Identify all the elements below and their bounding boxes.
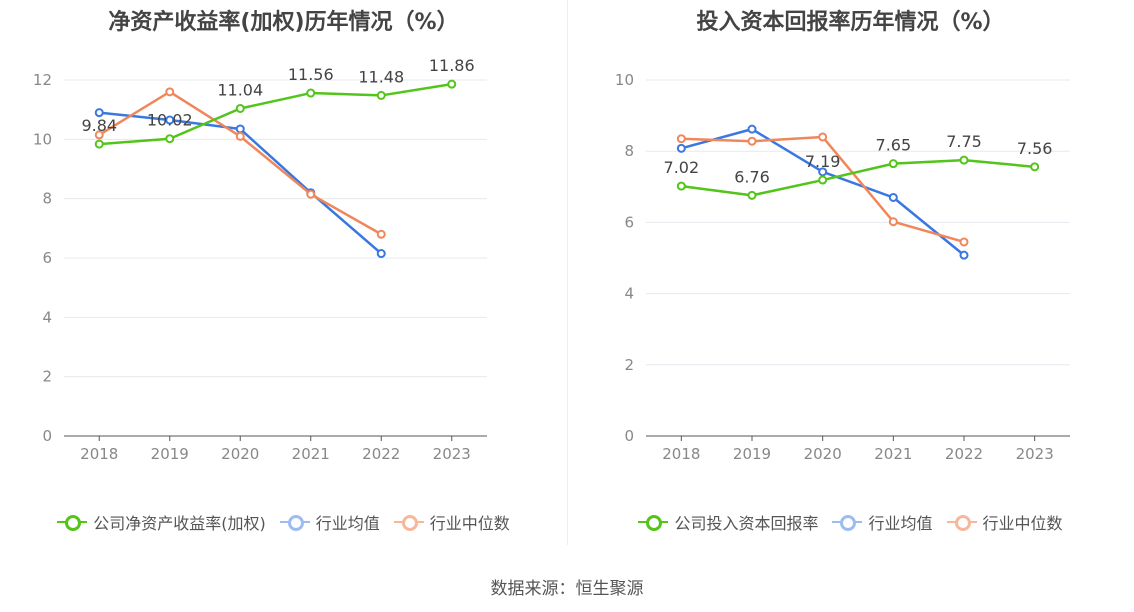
data-point (818, 167, 828, 177)
legend-swatch-icon (638, 514, 669, 531)
data-point (676, 181, 686, 191)
data-point (376, 90, 386, 100)
series-line (99, 82, 452, 146)
data-point (888, 217, 898, 227)
data-source-note: 数据来源：恒生聚源 (490, 579, 644, 599)
data-point (818, 132, 828, 142)
y-tick-label: 12 (33, 71, 52, 89)
roe-chart-panel: 净资产收益率(加权)历年情况（%） 0 2 4 6 8 10 12 2018 2019 2020 2… (0, 0, 567, 560)
legend-swatch-icon (393, 514, 424, 531)
data-point (959, 250, 969, 260)
x-tick-label: 2018 (662, 445, 700, 463)
data-label: 7.75 (946, 132, 982, 151)
legend-item-industry-mean[interactable]: 行业均值 (279, 510, 380, 534)
y-tick-label: 10 (615, 71, 634, 89)
y-tick-label: 8 (42, 190, 52, 208)
x-tick-label: 2020 (804, 445, 842, 463)
data-label: 7.56 (1017, 139, 1053, 158)
data-label: 10.02 (147, 111, 193, 130)
x-tick-label: 2019 (151, 445, 189, 463)
legend-item-industry-median[interactable]: 行业中位数 (946, 510, 1063, 534)
data-point (959, 237, 969, 247)
x-tick-label: 2020 (221, 445, 259, 463)
data-point (165, 115, 175, 125)
legend-label: 行业中位数 (982, 514, 1063, 533)
panel-divider (567, 0, 568, 545)
x-tick-label: 2023 (433, 445, 471, 463)
chart-title: 投入资本回报率历年情况（%） (696, 10, 1005, 35)
legend-label: 公司投入资本回报率 (674, 514, 819, 533)
data-label: 11.86 (429, 56, 475, 75)
data-point (94, 130, 104, 140)
data-point (747, 136, 757, 146)
data-point (235, 103, 245, 113)
legend-label: 公司净资产收益率(加权) (93, 514, 266, 533)
data-point (94, 108, 104, 118)
data-point (94, 139, 104, 149)
roic-chart-svg: 0 2 4 6 8 10 2018 2019 2020 2021 2022 2023 7.02 6.76 7… (615, 71, 1070, 463)
y-tick-label: 4 (624, 285, 634, 303)
x-tick-label: 2022 (945, 445, 983, 463)
data-label: 11.04 (217, 80, 263, 99)
series-line (98, 90, 382, 236)
legend-swatch-icon (832, 514, 863, 531)
data-point (306, 88, 316, 98)
data-point (165, 87, 175, 97)
x-tick-label: 2022 (362, 445, 400, 463)
legend-item-industry-mean[interactable]: 行业均值 (832, 510, 933, 534)
y-tick-label: 4 (42, 308, 52, 326)
data-point (959, 155, 969, 165)
x-tick-label: 2019 (733, 445, 771, 463)
legend-item-company[interactable]: 公司投入资本回报率 (638, 510, 818, 534)
data-point (676, 143, 686, 153)
data-point (306, 189, 316, 199)
data-point (376, 229, 386, 239)
x-tick-label: 2023 (1016, 445, 1054, 463)
data-label: 9.84 (81, 116, 117, 135)
data-point (818, 175, 828, 185)
legend-label: 行业中位数 (429, 514, 510, 533)
data-point (1030, 162, 1040, 172)
y-tick-label: 8 (624, 142, 634, 160)
x-tick-label: 2021 (292, 445, 330, 463)
data-point (888, 192, 898, 202)
data-label: 7.65 (876, 136, 912, 155)
chart-legend: 公司投入资本回报率 行业均值 行业中位数 (567, 510, 1134, 534)
legend-swatch-icon (279, 514, 310, 531)
y-tick-label: 6 (624, 213, 634, 231)
data-point (235, 131, 245, 141)
x-tick-label: 2021 (874, 445, 912, 463)
data-point (447, 79, 457, 89)
data-point (888, 159, 898, 169)
data-point (676, 134, 686, 144)
data-label: 11.48 (358, 67, 404, 86)
data-point (235, 124, 245, 134)
data-label: 11.56 (288, 65, 334, 84)
y-tick-label: 2 (624, 356, 634, 374)
chart-title: 净资产收益率(加权)历年情况（%） (108, 10, 459, 35)
legend-label: 行业均值 (315, 514, 380, 533)
data-label: 6.76 (734, 167, 770, 186)
series-line (681, 158, 1035, 197)
roe-chart-svg: 0 2 4 6 8 10 12 2018 2019 2020 2021 2022 2023 9.84 10.… (33, 56, 487, 463)
legend-item-company[interactable]: 公司净资产收益率(加权) (57, 510, 266, 534)
data-label: 7.19 (805, 152, 841, 171)
y-tick-label: 0 (42, 427, 52, 445)
legend-item-industry-median[interactable]: 行业中位数 (393, 510, 510, 534)
roic-chart-panel: 投入资本回报率历年情况（%） 0 2 4 6 8 10 2018 2019 2020 2021 20… (567, 0, 1134, 560)
legend-swatch-icon (946, 514, 977, 531)
data-label: 7.02 (664, 158, 700, 177)
legend-label: 行业均值 (868, 514, 933, 533)
y-tick-label: 10 (33, 130, 52, 148)
data-point (747, 124, 757, 134)
data-point (376, 249, 386, 259)
data-point (747, 190, 757, 200)
y-tick-label: 0 (624, 427, 634, 445)
x-tick-label: 2018 (80, 445, 118, 463)
y-tick-label: 6 (42, 249, 52, 267)
chart-legend: 公司净资产收益率(加权) 行业均值 行业中位数 (0, 510, 567, 534)
data-point (165, 134, 175, 144)
legend-swatch-icon (57, 514, 88, 531)
y-tick-label: 2 (42, 368, 52, 386)
